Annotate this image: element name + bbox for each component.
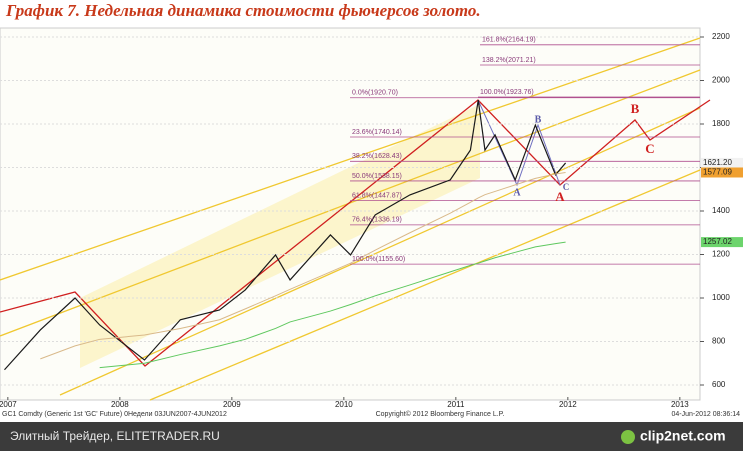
footer-source: GC1 Comdty (Generic 1st 'GC' Future) 0Не…: [2, 411, 227, 418]
price-tag-label: 1257.02: [703, 237, 732, 246]
channel-line: [0, 37, 701, 281]
fib-label: 100.0%(1155.60): [352, 256, 405, 263]
wave-label: B: [535, 114, 542, 125]
y-tick-label: 600: [712, 380, 726, 389]
y-tick-label: 2000: [712, 76, 730, 85]
y-tick-label: 2200: [712, 32, 730, 41]
series-line: [99, 241, 566, 369]
x-tick-label: 2011: [447, 400, 465, 409]
series-line: [40, 172, 566, 360]
footer-timestamp: 04-Jun-2012 08:36:14: [672, 411, 741, 418]
x-tick-label: 2009: [223, 400, 241, 409]
fib-label: 23.6%(1740.14): [352, 129, 402, 136]
fib-label: 61.8%(1447.87): [352, 192, 402, 199]
fib-label: 138.2%(2071.21): [482, 57, 536, 64]
x-tick-label: 2008: [111, 400, 129, 409]
fib-label: 100.0%(1923.76): [480, 89, 534, 96]
series-line: [4, 99, 567, 371]
channel-fill: [80, 104, 480, 368]
fib-label: 50.0%(1538.15): [352, 173, 402, 180]
caption-text: Элитный Трейдер, ELITETRADER.RU: [10, 429, 220, 443]
x-tick-label: 2010: [335, 400, 353, 409]
y-tick-label: 1200: [712, 250, 730, 259]
x-tick-label: 2012: [559, 400, 577, 409]
price-tag: [701, 157, 743, 168]
price-tag-label: 1621.20: [703, 158, 732, 167]
fib-label: 38.2%(1628.43): [352, 153, 402, 160]
x-tick-label: 2007: [0, 400, 17, 409]
y-tick-label: 1000: [712, 293, 730, 302]
sub-wave-path: [477, 99, 561, 187]
y-tick-label: 1400: [712, 206, 730, 215]
fib-label: 76.4%(1336.19): [352, 217, 402, 224]
y-tick-label: 800: [712, 337, 726, 346]
chart-title: График 7. Недельная динамика стоимости ф…: [5, 1, 481, 20]
fib-label: 0.0%(1920.70): [352, 90, 398, 97]
price-tag: [701, 167, 743, 178]
price-tag-label: 1577.09: [703, 168, 732, 177]
wave-label: A: [555, 189, 565, 204]
logo-text[interactable]: clip2net.com: [640, 428, 726, 444]
wave-label: C: [563, 182, 570, 192]
plot-area: [0, 27, 711, 401]
footer-copyright: Copyright© 2012 Bloomberg Finance L.P.: [376, 410, 505, 418]
wave-label: A: [513, 187, 521, 198]
wave-label: C: [645, 141, 654, 156]
fib-label: 161.8%(2164.19): [482, 37, 536, 44]
channel-line: [149, 169, 701, 401]
wave-label: B: [631, 101, 640, 116]
logo-icon: [621, 430, 635, 444]
y-tick-label: 1800: [712, 119, 730, 128]
price-tag: [701, 237, 743, 248]
caption-bar: [0, 422, 743, 451]
x-tick-label: 2013: [671, 400, 689, 409]
